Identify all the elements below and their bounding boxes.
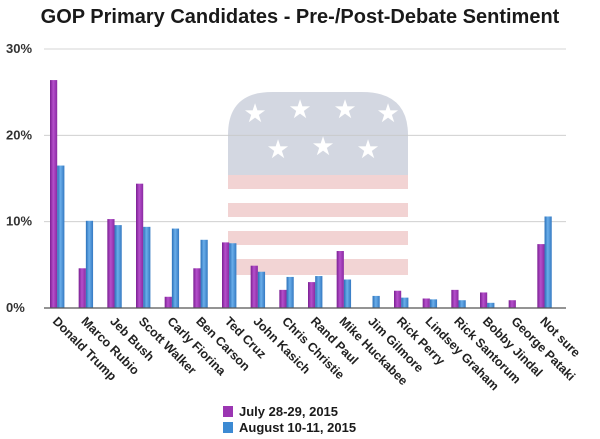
bar-july (279, 289, 287, 308)
grid-lines (44, 48, 566, 223)
bars (50, 80, 552, 308)
bar-august (85, 220, 94, 308)
y-tick-label: 10% (6, 214, 32, 229)
chart-title: GOP Primary Candidates - Pre-/Post-Debat… (40, 6, 560, 28)
legend-label-series-2: August 10-11, 2015 (239, 419, 357, 435)
svg-text:★: ★ (356, 135, 379, 165)
bar-august (143, 226, 151, 308)
svg-text:★: ★ (266, 135, 289, 165)
bar-july (394, 290, 402, 308)
bar-july (193, 268, 201, 308)
y-tick-label: 30% (6, 41, 32, 56)
legend-item-series-1: July 28-29, 2015 (223, 403, 356, 419)
bar-july (336, 251, 344, 308)
bar-august (315, 276, 323, 308)
legend-swatch-series-1 (223, 405, 233, 417)
gop-elephant-watermark-icon: ★ ★ ★ ★ ★ ★ ★ (228, 92, 408, 275)
bar-july (164, 296, 172, 308)
bar-august (200, 239, 208, 308)
legend-item-series-2: August 10-11, 2015 (223, 419, 356, 435)
bar-july (78, 268, 86, 308)
bar-july (250, 265, 258, 308)
bar-august (57, 165, 65, 308)
bar-july (451, 289, 459, 308)
y-tick-label: 0% (6, 300, 25, 315)
legend: July 28-29, 2015 August 10-11, 2015 (223, 403, 356, 435)
bar-august (286, 276, 294, 308)
legend-swatch-series-2 (223, 421, 233, 433)
svg-text:★: ★ (288, 95, 311, 125)
bar-july (136, 183, 144, 308)
svg-text:★: ★ (333, 95, 356, 125)
svg-text:★: ★ (243, 99, 266, 129)
bar-july (222, 242, 230, 308)
bar-july (50, 80, 58, 308)
bar-august (171, 228, 180, 308)
bar-july (508, 300, 516, 308)
y-tick-label: 20% (6, 127, 32, 142)
bar-august (229, 243, 237, 308)
svg-text:★: ★ (376, 99, 399, 129)
bar-july (308, 282, 316, 308)
bar-august (343, 279, 352, 308)
legend-label-series-1: July 28-29, 2015 (239, 403, 339, 419)
bar-july (422, 298, 430, 308)
svg-text:★: ★ (311, 132, 334, 162)
bar-august (544, 216, 552, 308)
bar-august (401, 297, 409, 308)
bar-august (372, 295, 380, 308)
bar-july (480, 292, 488, 308)
bar-august (114, 225, 122, 308)
bar-august (487, 302, 495, 308)
bar-august (429, 299, 438, 308)
bar-august (458, 300, 466, 308)
bar-august (257, 271, 266, 308)
bar-july (537, 244, 545, 308)
bar-july (107, 219, 115, 308)
